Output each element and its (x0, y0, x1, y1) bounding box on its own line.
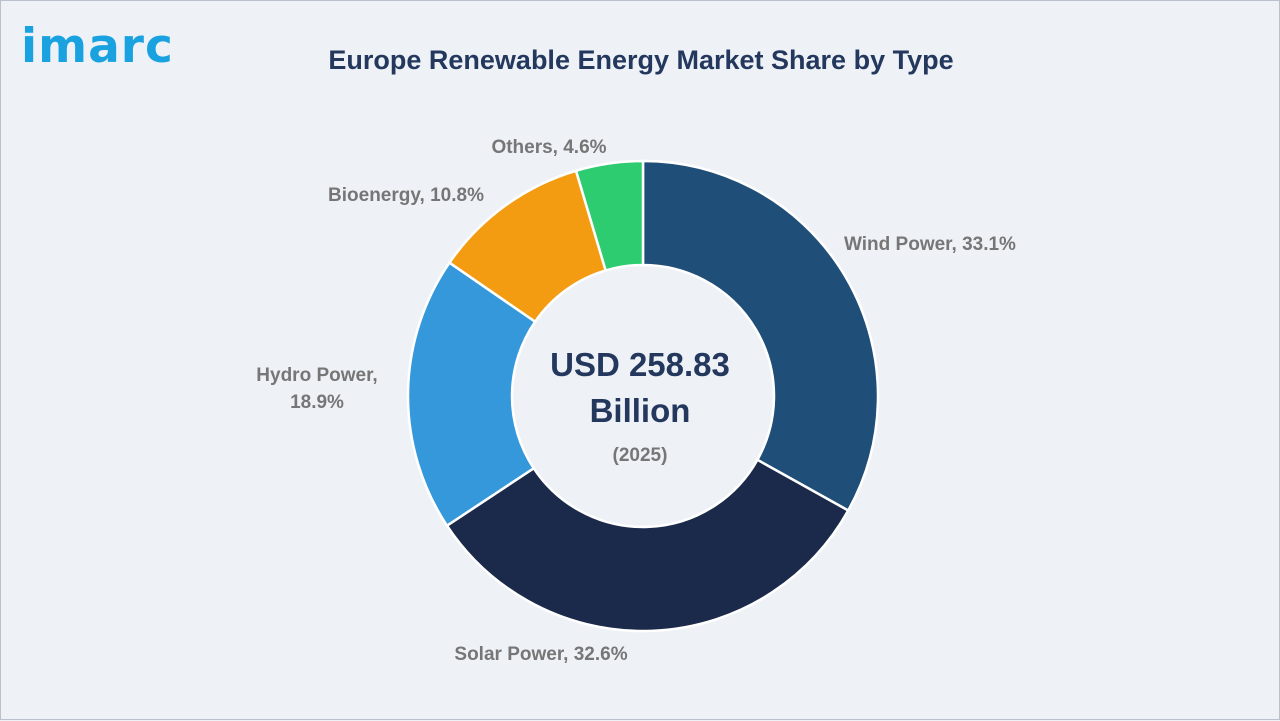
chart-title: Europe Renewable Energy Market Share by … (328, 45, 954, 75)
center-value: USD 258.83 (550, 346, 730, 383)
label-hydro-power-line1: Hydro Power, (256, 365, 377, 386)
center-year: (2025) (613, 445, 668, 466)
slice-hydro-power (406, 260, 537, 528)
center-unit: Billion (590, 392, 691, 429)
label-bioenergy: Bioenergy, 10.8% (328, 185, 484, 206)
slice-others (574, 159, 645, 272)
donut-slices (406, 159, 880, 633)
imarc-logo: imarc (21, 19, 174, 74)
slice-solar-power (445, 458, 850, 633)
label-solar-power: Solar Power, 32.6% (454, 644, 627, 665)
label-wind-power: Wind Power, 33.1% (844, 234, 1016, 255)
label-others: Others, 4.6% (491, 137, 606, 158)
label-hydro-power-line2: 18.9% (290, 392, 344, 413)
slice-wind-power (641, 159, 880, 513)
